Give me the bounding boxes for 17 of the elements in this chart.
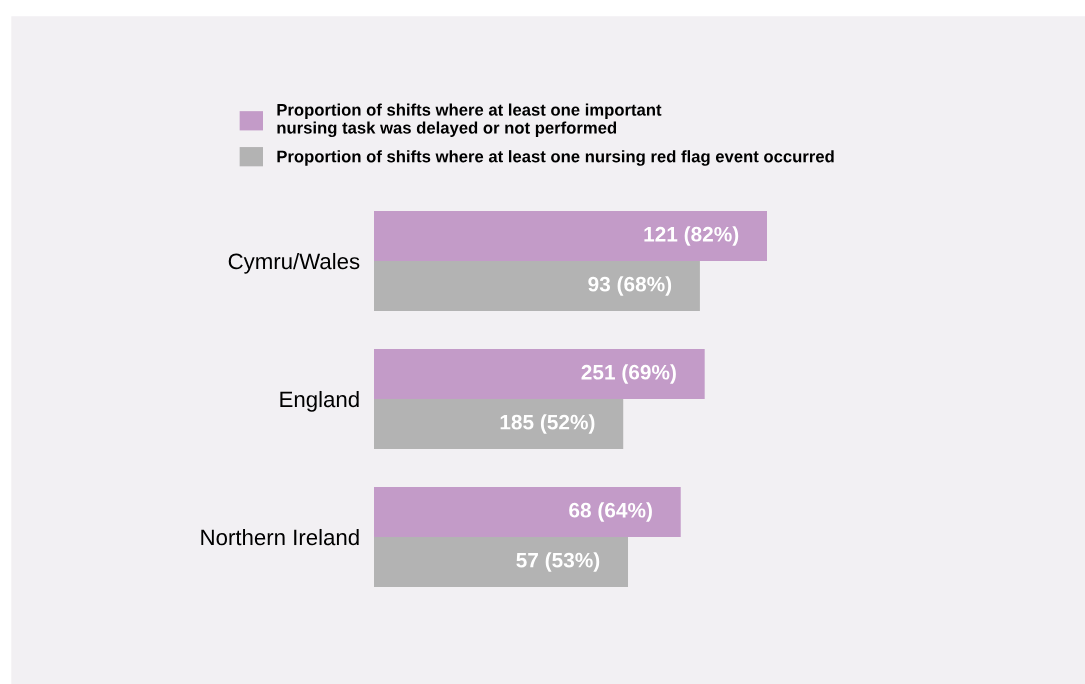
bar (374, 261, 700, 311)
bar (374, 211, 767, 261)
bar (374, 487, 681, 537)
data-label: 251 (69%) (581, 364, 676, 384)
data-label: 57 (53%) (516, 552, 600, 572)
y-tick-label: Northern Ireland (201, 528, 359, 546)
y-tick-label: Cymru/Wales (228, 252, 360, 274)
data-label: 93 (68%) (588, 276, 672, 296)
bar (374, 537, 629, 587)
y-tick-label: England (280, 390, 359, 412)
data-label: 121 (82%) (644, 226, 739, 246)
bar (374, 399, 624, 449)
legend-label: Proportion of shifts where at least one important nursing task was delayed or not performed (277, 103, 662, 138)
bar (374, 349, 705, 399)
data-label: 68 (64%) (569, 502, 652, 522)
data-label: 185 (52%) (500, 414, 595, 434)
legend-label: Proportion of shifts where at least one nursing red flag event occurred (277, 150, 834, 166)
